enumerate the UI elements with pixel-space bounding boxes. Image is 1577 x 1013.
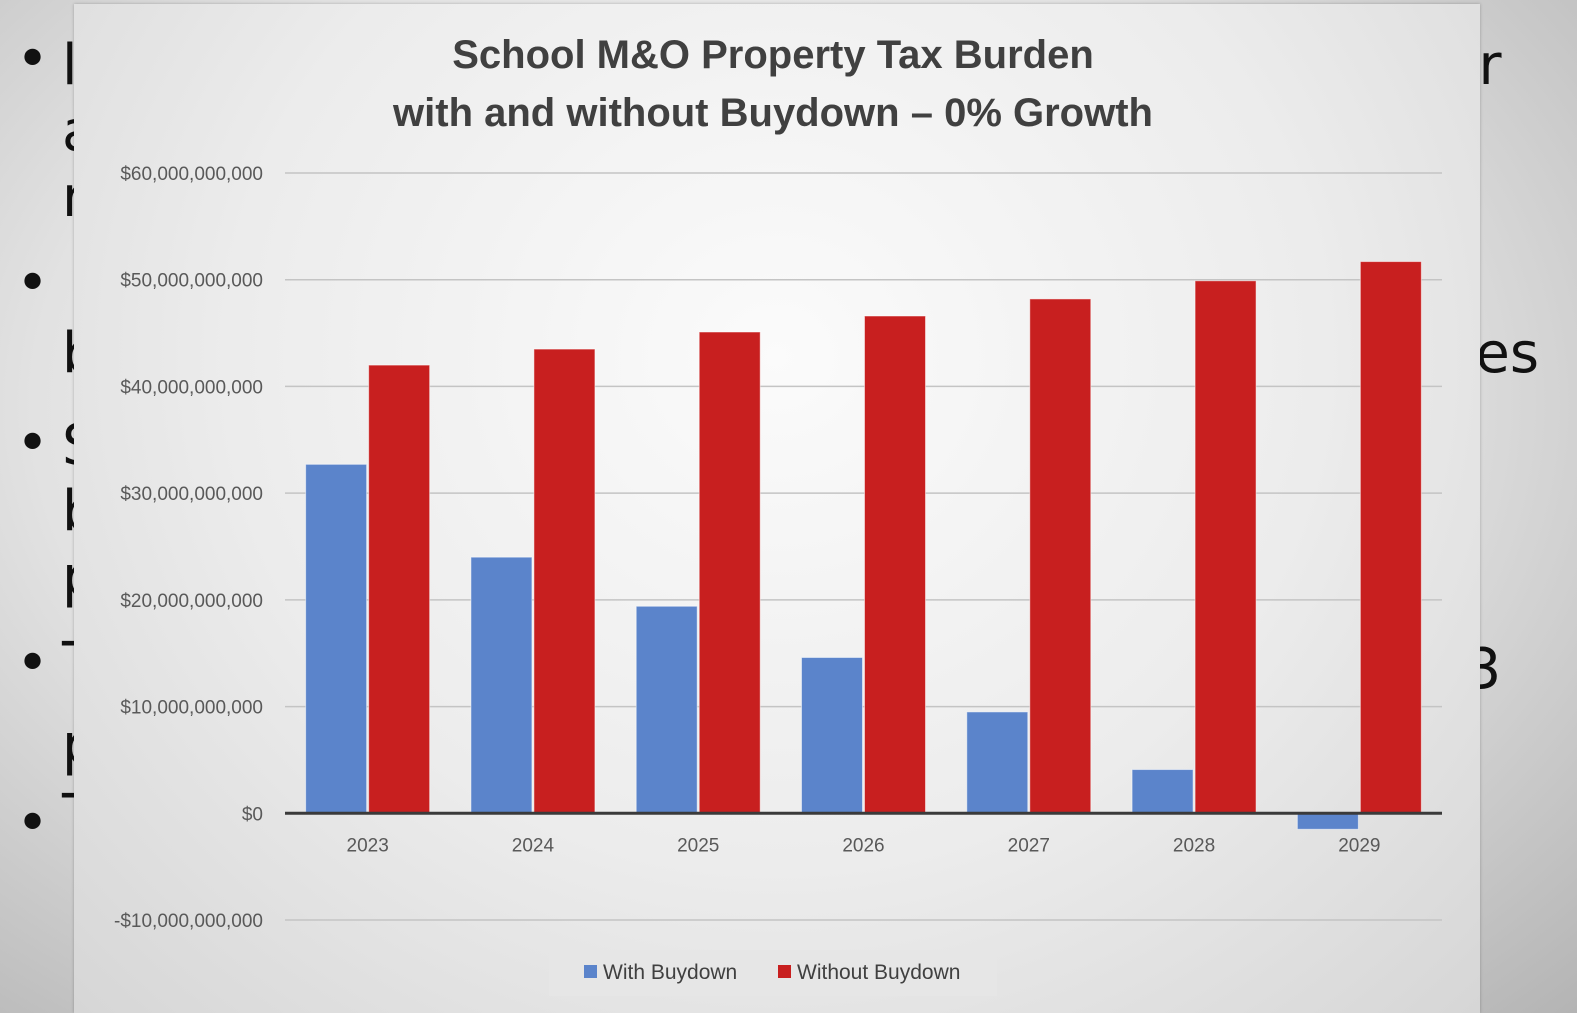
x-tick-label: 2024 [512,835,555,856]
x-tick-label: 2026 [842,835,884,856]
bar-with-buydown [1296,812,1359,830]
x-tick-label: 2028 [1173,835,1215,856]
chart-subtitle: with and without Buydown – 0% Growth [392,91,1153,135]
y-tick-label: $40,000,000,000 [120,377,263,398]
bar-with-buydown [801,656,863,814]
slide-text-fragment: l [62,33,78,98]
chart-title: School M&O Property Tax Burden [452,33,1094,77]
y-tick-label: $20,000,000,000 [120,591,263,612]
bar-without-buydown [533,348,596,814]
bar-without-buydown [864,315,926,814]
y-tick-label: $10,000,000,000 [120,698,263,719]
y-tick-label: $30,000,000,000 [120,484,263,505]
bar-with-buydown [635,605,698,814]
chart-panel: School M&O Property Tax Burden with and … [74,4,1480,1013]
bullet-marker: • [16,791,50,856]
bullet-marker: • [16,251,50,316]
bar-without-buydown [698,331,761,814]
x-tick-label: 2025 [677,835,719,856]
bullet-marker: • [16,411,50,476]
bar-with-buydown [305,463,368,814]
y-tick-label: $50,000,000,000 [120,271,263,292]
bar-without-buydown [1194,280,1257,814]
legend-box [549,950,997,996]
bar-chart: School M&O Property Tax Burden with and … [114,33,1442,996]
legend-swatch-with-buydown [584,965,597,978]
y-tick-label: -$10,000,000,000 [114,911,263,932]
legend-label: Without Buydown [797,961,960,984]
bar-with-buydown [966,711,1029,814]
legend-label: With Buydown [603,961,737,984]
bullet-marker: • [16,27,50,92]
x-tick-label: 2027 [1008,835,1050,856]
y-tick-label: $0 [242,804,263,825]
x-tick-label: 2029 [1338,835,1380,856]
bar-without-buydown [368,364,431,814]
x-tick-label: 2023 [347,835,389,856]
bullet-marker: • [16,631,50,696]
y-tick-label: $60,000,000,000 [120,164,263,185]
bar-with-buydown [1131,769,1194,814]
bar-with-buydown [470,556,533,814]
bar-without-buydown [1359,261,1422,814]
bar-without-buydown [1029,298,1092,814]
legend-swatch-without-buydown [778,965,791,978]
